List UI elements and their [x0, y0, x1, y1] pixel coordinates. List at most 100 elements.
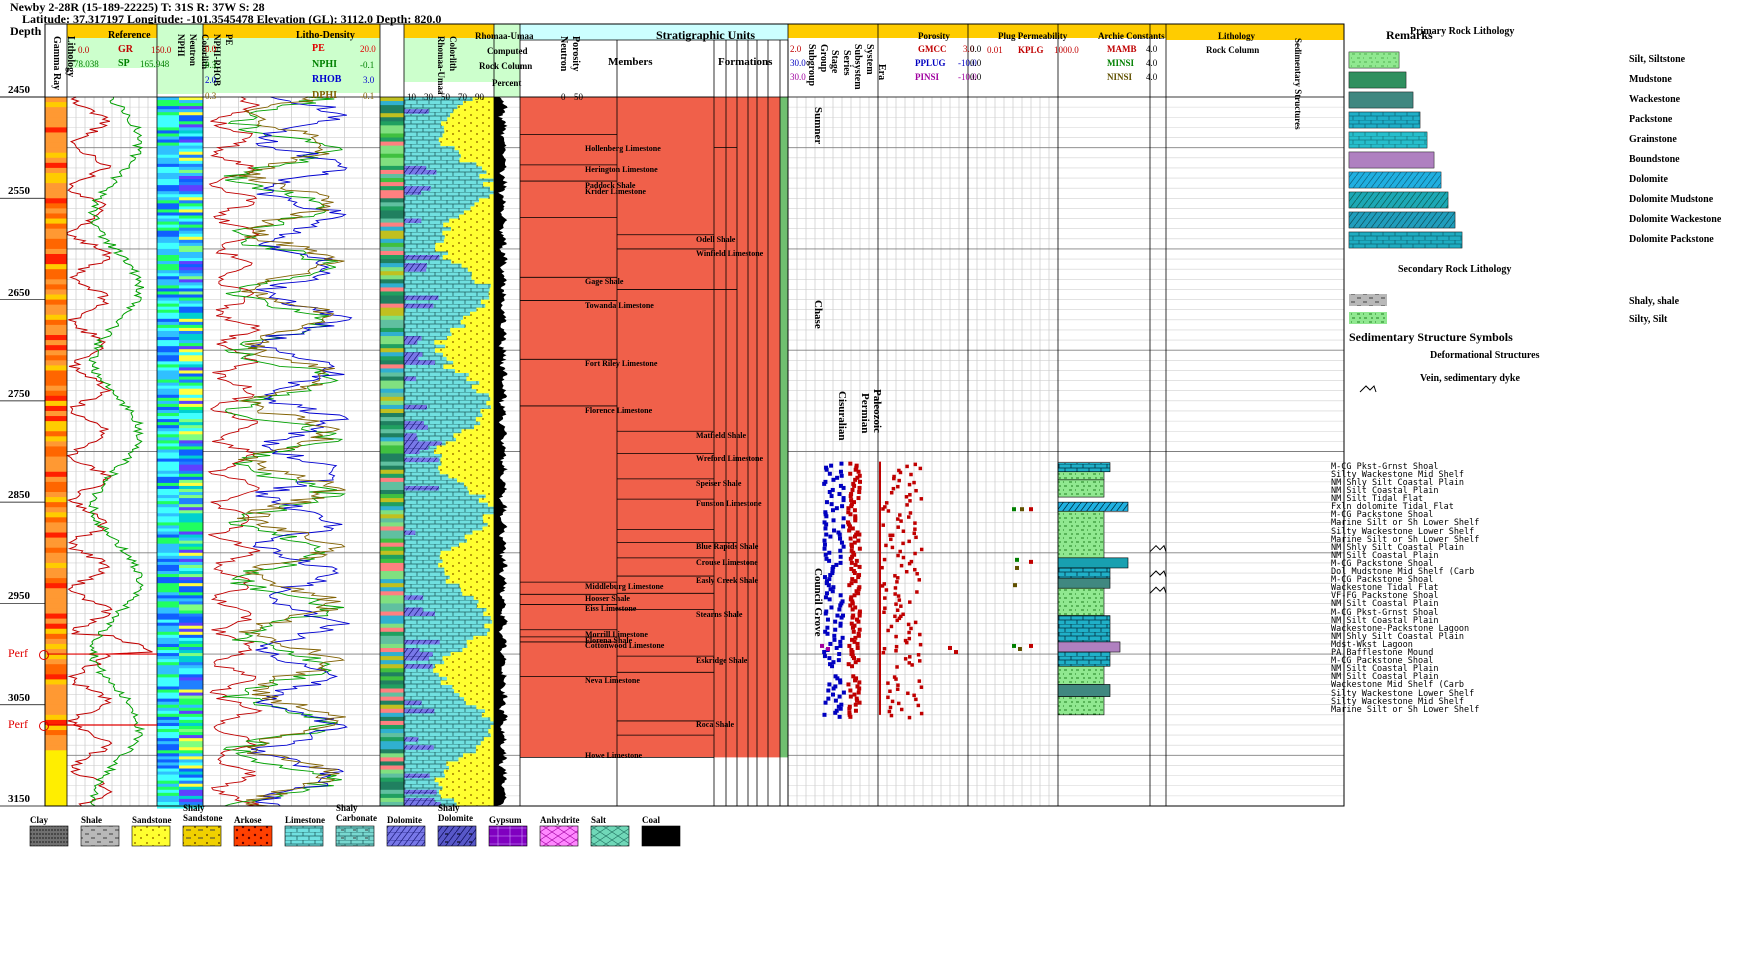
litho-density-header: Litho-Density [296, 30, 355, 41]
well-location: Latitude: 37.317197 Longitude: -101.3545… [22, 12, 442, 26]
legend-swatch [1348, 191, 1449, 209]
member-label: Herington Limestone [585, 164, 658, 174]
group-label: Council Grove [812, 567, 824, 637]
remark-text: Silty Wackestone Mid Shelf [1331, 469, 1465, 480]
legend-swatch [1348, 71, 1407, 89]
legend-primary-label: Packstone [1629, 114, 1673, 125]
legend-primary-label: Boundstone [1629, 154, 1680, 165]
member-label: Eiss Limestone [585, 604, 637, 614]
gr-label: GR [118, 44, 133, 55]
sed-symbols-title: Sedimentary Structure Symbols [1349, 330, 1513, 344]
remark-text: Marine Silt or Sh Lower Shelf [1331, 704, 1480, 715]
remark-text: M-CG Pkst-Grnst Shoal [1331, 607, 1439, 618]
rhomaa-tick: 90 [475, 92, 484, 102]
kplg-label: KPLG [1018, 45, 1044, 55]
porosity-header: Porosity [918, 31, 950, 41]
litho-density-min: 0.3 [205, 59, 217, 70]
archie-header: Archie Constants [1098, 31, 1165, 41]
lith-block [1057, 577, 1111, 589]
porosity-min: 2.0 [790, 44, 802, 54]
bottom-legend-label: Gypsum [489, 815, 522, 825]
archie-max: 4.0 [1146, 44, 1158, 54]
bottom-legend-swatch [641, 825, 681, 847]
system-header: System [864, 44, 875, 75]
bottom-legend-swatch [539, 825, 579, 847]
litho-density-name: DPHI [312, 89, 337, 101]
group-header: Group [818, 44, 829, 73]
member-label: Howe Limestone [585, 751, 643, 761]
era-header: Era [876, 64, 887, 81]
remark-text: Silty Wackestone Lower Shelf [1331, 688, 1475, 699]
subgroup-header: Subgroup [806, 44, 817, 87]
porosity-max: 3.0 [963, 44, 975, 54]
litho-density-min: 2.0 [205, 75, 217, 85]
remark-text: Silty Wackestone Mid Shelf [1331, 696, 1465, 707]
litho-density-name: NPHI [312, 58, 337, 70]
porosity-max: -10.0 [958, 58, 977, 68]
porosity-min: 30.0 [790, 58, 806, 68]
rhomaa-umaa-side-header: Rhomaa-Umaa [436, 36, 446, 95]
rhomaa-tick: 10 [407, 92, 416, 102]
lith-block [1057, 567, 1111, 579]
perf-label: Perf [8, 646, 28, 661]
litho-density-max: 3.0 [363, 75, 375, 85]
legend-secondary-title: Secondary Rock Lithology [1398, 264, 1512, 275]
archie-min: 0.0 [970, 58, 982, 68]
member-label: Morrill Limestone [585, 629, 648, 639]
archie-name: MINSI [1107, 58, 1135, 68]
bottom-legend-swatch [182, 825, 222, 847]
lith-block [1057, 615, 1111, 643]
porosity-max: -10.0 [958, 72, 977, 82]
bottom-legend-swatch [80, 825, 120, 847]
depth-label: 3150 [8, 793, 30, 805]
lith-block [1057, 479, 1105, 498]
remark-text: Marine Silt or Sh Lower Shelf [1331, 518, 1480, 529]
bottom-legend-swatch [131, 825, 171, 847]
remark-text: NM Silt Coastal Plain [1331, 486, 1439, 496]
legend-swatch [1348, 111, 1421, 129]
remark-text: NM Silt Coastal Plain [1331, 550, 1439, 561]
lith-block [1057, 501, 1129, 512]
series-header: Series [841, 50, 852, 76]
bottom-legend-label: Shaly Sandstone [183, 803, 223, 823]
bottom-legend-label: Salt [591, 815, 607, 825]
depth-label: 2650 [8, 286, 30, 299]
bottom-legend-label: Limestone [285, 815, 325, 825]
bottom-legend-label: Shaly Dolomite [438, 803, 473, 823]
bottom-legend-swatch [233, 825, 273, 847]
kplg-max: 1000.0 [1054, 45, 1079, 55]
member-label: Neva Limestone [585, 676, 640, 686]
legend-primary-label: Grainstone [1629, 134, 1677, 145]
formation-label: Matfield Shale [696, 431, 746, 441]
litho-density-max: 20.0 [360, 44, 376, 54]
formation-label: Speiser Shale [696, 478, 742, 488]
lith-block [1057, 587, 1105, 616]
depth-label: 2550 [8, 185, 30, 198]
remark-text: M-CG Pkst-Grnst Shoal [1331, 461, 1439, 472]
remark-text: NM Shly Silt Coastal Plain [1331, 631, 1465, 642]
porosity-neutron-header-2: Neutron [558, 36, 569, 72]
pn-tick-50: 50 [574, 92, 583, 102]
bottom-legend-swatch [590, 825, 630, 847]
lith-block [1057, 651, 1111, 667]
bottom-legend-label: Arkose [234, 815, 262, 825]
lith-block [1057, 510, 1105, 559]
remark-text: Mdst-Wkst Lagoon [1331, 639, 1413, 650]
group-label: Sumner [812, 107, 824, 145]
member-label: Gage Shale [585, 277, 624, 287]
legend-primary-label: Wackestone [1629, 94, 1681, 105]
system-label: Permian [859, 392, 871, 434]
legend-swatch [1348, 151, 1435, 169]
member-label: Paddock Shale [585, 181, 636, 191]
legend-primary-label: Dolomite Wackestone [1629, 214, 1722, 225]
remark-text: PA Bafflestone Mound [1331, 648, 1434, 659]
sp-min: 78.038 [74, 59, 99, 69]
legend-swatch [1348, 131, 1428, 149]
legend-primary-label: Dolomite [1629, 174, 1668, 185]
bottom-legend-swatch [335, 825, 375, 847]
remark-text: Silty Wackestone Lower Shelf [1331, 526, 1475, 537]
porosity-name: GMCC [918, 44, 947, 54]
bottom-legend-label: Shale [81, 815, 103, 825]
remark-text: NM Silt Coastal Plain [1331, 615, 1439, 626]
litho-density-max: -0.1 [360, 90, 375, 101]
